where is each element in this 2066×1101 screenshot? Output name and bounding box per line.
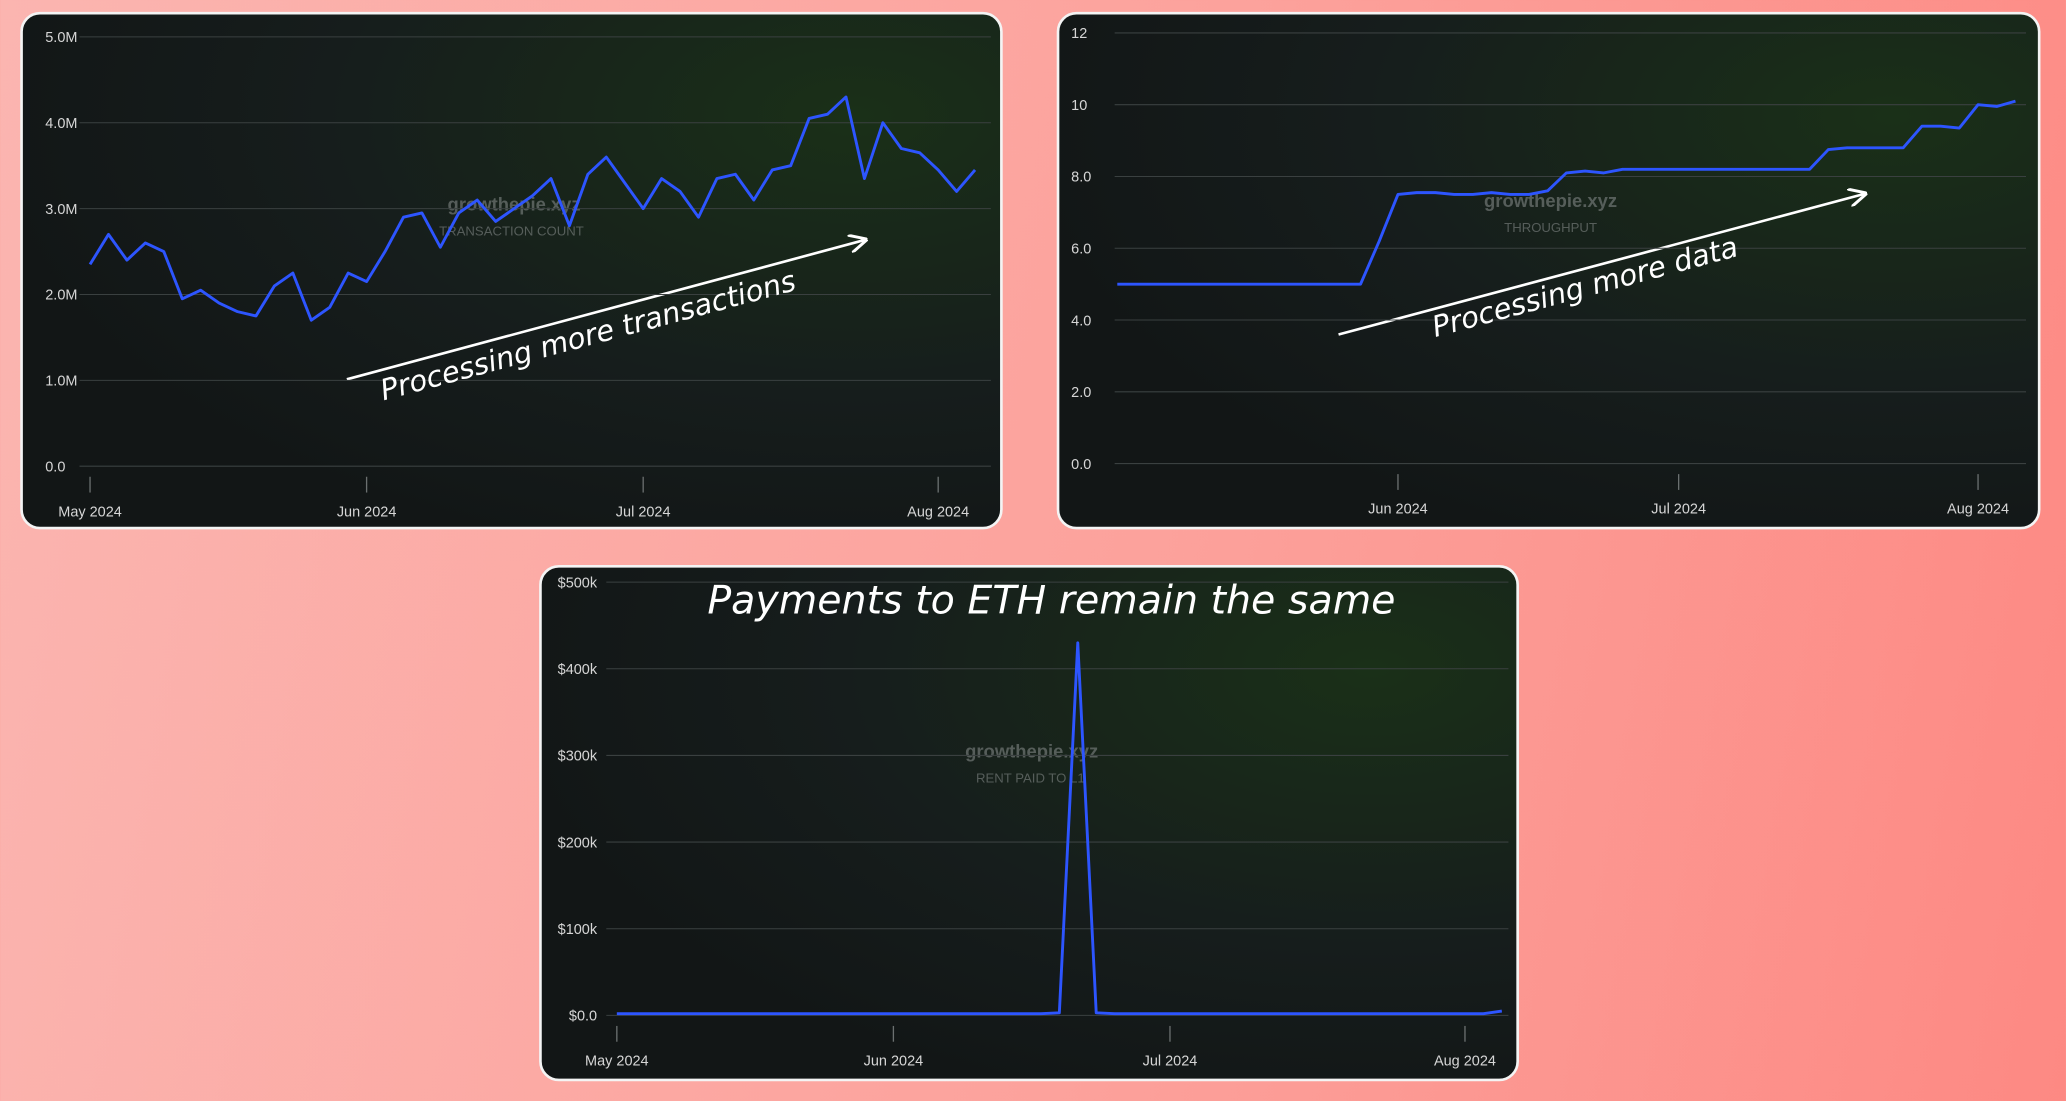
y-tick-label: $200k xyxy=(558,835,598,851)
y-tick-label: $300k xyxy=(558,749,598,765)
y-tick-label: 8.0 xyxy=(1071,170,1091,186)
y-tick-label: $0.0 xyxy=(569,1009,597,1025)
x-tick-label: Aug 2024 xyxy=(1434,1053,1496,1069)
x-tick-label: Jun 2024 xyxy=(337,504,397,520)
y-tick-label: 12 xyxy=(1071,26,1087,42)
y-tick-label: 3.0M xyxy=(45,202,77,218)
y-tick-label: 4.0 xyxy=(1071,313,1091,329)
x-tick-label: Jul 2024 xyxy=(616,504,671,520)
watermark-label: RENT PAID TO L1 xyxy=(976,770,1085,785)
data-line xyxy=(88,95,977,322)
y-tick-label: 2.0 xyxy=(1071,385,1091,401)
y-tick-label: 1.0M xyxy=(45,374,77,390)
y-tick-label: 2.0M xyxy=(45,288,77,304)
data-line xyxy=(616,641,1503,1016)
y-tick-label: 0.0 xyxy=(45,459,65,475)
chart-title: Payments to ETH remain the same xyxy=(707,578,1395,624)
y-tick-label: 4.0M xyxy=(45,116,77,132)
panel xyxy=(20,11,1003,530)
x-tick-label: Jun 2024 xyxy=(1368,502,1428,518)
y-tick-label: 5.0M xyxy=(45,30,77,46)
watermark: growthepie.xyz xyxy=(965,740,1098,761)
panel xyxy=(1056,11,2041,530)
x-tick-label: May 2024 xyxy=(585,1053,649,1069)
watermark-label: THROUGHPUT xyxy=(1504,220,1597,235)
arrow xyxy=(1338,194,1866,336)
watermark-label: TRANSACTION COUNT xyxy=(439,224,584,239)
x-tick-label: Jun 2024 xyxy=(864,1053,924,1069)
y-tick-label: $400k xyxy=(558,662,598,678)
x-tick-label: Aug 2024 xyxy=(1947,502,2009,518)
x-tick-label: Aug 2024 xyxy=(907,504,969,520)
x-tick-label: May 2024 xyxy=(58,504,122,520)
data-line xyxy=(1117,99,2016,286)
y-tick-label: 10 xyxy=(1071,98,1087,114)
y-tick-label: $100k xyxy=(558,922,598,938)
x-tick-label: Jul 2024 xyxy=(1651,502,1706,518)
y-tick-label: 0.0 xyxy=(1071,457,1091,473)
panel xyxy=(539,564,1519,1082)
x-tick-label: Jul 2024 xyxy=(1143,1053,1198,1069)
y-tick-label: 6.0 xyxy=(1071,242,1091,258)
y-tick-label: $500k xyxy=(558,575,598,591)
watermark: growthepie.xyz xyxy=(448,194,581,215)
arrow xyxy=(346,240,866,381)
